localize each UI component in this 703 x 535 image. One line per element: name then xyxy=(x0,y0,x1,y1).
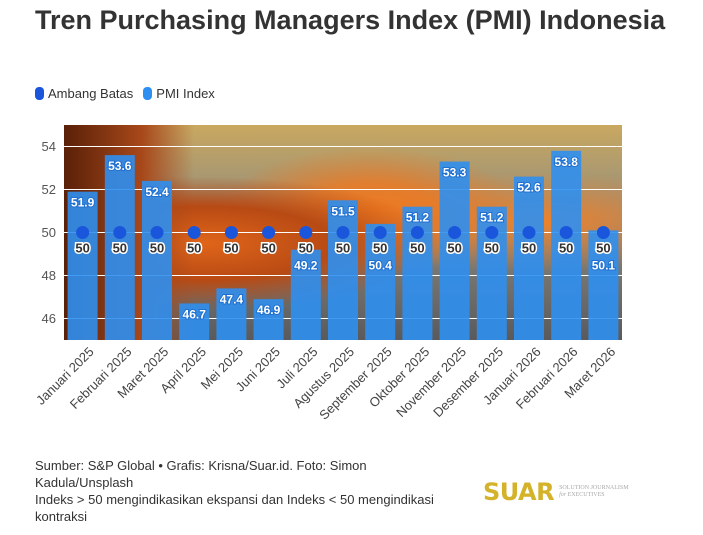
bar-data-label: 53.6 xyxy=(108,159,132,173)
threshold-data-label: 50 xyxy=(75,241,89,256)
legend-label: PMI Index xyxy=(156,86,215,101)
bar-data-label: 49.2 xyxy=(294,259,318,273)
bar xyxy=(514,176,544,340)
bar xyxy=(142,180,172,340)
legend-swatch xyxy=(35,87,44,100)
bar xyxy=(216,288,247,340)
threshold-data-label: 50 xyxy=(261,241,275,256)
bar xyxy=(551,150,582,340)
bar-data-label: 50.1 xyxy=(592,259,616,273)
bar xyxy=(588,230,619,340)
threshold-data-label: 50 xyxy=(410,241,424,256)
bar-data-label: 47.4 xyxy=(220,292,244,306)
threshold-data-label: 50 xyxy=(113,241,127,256)
threshold-point xyxy=(187,226,201,239)
plot-area: 50 51.9 50 53.6 50 52.4 50 46.7 50 47.4 50 46.9 50 49… xyxy=(64,125,622,340)
threshold-point xyxy=(373,226,387,239)
legend-item-ambang[interactable]: Ambang Batas xyxy=(35,86,133,101)
y-tick-label: 48 xyxy=(41,267,56,283)
threshold-point xyxy=(522,226,536,239)
bar-data-label: 46.7 xyxy=(183,307,207,321)
bar xyxy=(67,191,98,340)
threshold-point xyxy=(76,226,90,239)
bar-data-label: 53.8 xyxy=(555,155,579,169)
bar-data-label: 51.2 xyxy=(480,211,504,225)
threshold-point xyxy=(299,226,313,239)
y-tick-label: 46 xyxy=(41,310,56,326)
threshold-data-label: 50 xyxy=(522,241,536,256)
threshold-data-label: 50 xyxy=(559,241,573,256)
legend-label: Ambang Batas xyxy=(48,86,134,101)
bar xyxy=(104,155,135,340)
threshold-point xyxy=(596,226,610,239)
bar xyxy=(439,161,470,340)
threshold-data-label: 50 xyxy=(447,241,461,256)
threshold-point xyxy=(410,226,424,239)
bar-data-label: 53.3 xyxy=(443,166,467,180)
threshold-data-label: 50 xyxy=(224,241,238,256)
chart-title: Tren Purchasing Managers Index (PMI) Ind… xyxy=(35,5,666,35)
bar-data-label: 52.4 xyxy=(145,185,169,199)
suar-logo: SUAR SOLUTION JOURNALISM for EXECUTIVES xyxy=(483,478,629,506)
threshold-data-label: 50 xyxy=(187,241,201,256)
threshold-data-label: 50 xyxy=(485,241,499,256)
footer: Sumber: S&P Global • Grafis: Krisna/Suar… xyxy=(35,457,435,525)
legend: Ambang Batas PMI Index xyxy=(35,86,215,101)
legend-swatch xyxy=(143,87,153,100)
bar xyxy=(179,303,210,340)
bar-data-label: 46.9 xyxy=(257,303,281,317)
threshold-data-label: 50 xyxy=(299,241,313,256)
threshold-data-label: 50 xyxy=(596,241,610,256)
y-tick-label: 52 xyxy=(41,181,56,197)
source-text: Sumber: S&P Global • Grafis: Krisna/Suar… xyxy=(35,458,367,490)
threshold-point xyxy=(150,226,164,239)
threshold-point xyxy=(336,226,350,239)
threshold-point xyxy=(559,226,573,239)
threshold-data-label: 50 xyxy=(373,241,387,256)
bar-data-label: 51.2 xyxy=(406,211,430,225)
bar-data-label: 51.5 xyxy=(331,204,355,218)
bar-data-label: 52.6 xyxy=(517,181,541,195)
threshold-point xyxy=(224,226,238,239)
chart-svg: 50 51.9 50 53.6 50 52.4 50 46.7 50 47.4 50 46.9 50 49… xyxy=(64,146,622,340)
threshold-point xyxy=(448,226,462,239)
bar xyxy=(290,249,321,340)
threshold-data-label: 50 xyxy=(336,241,350,256)
threshold-point xyxy=(262,226,276,239)
note-text: Indeks > 50 mengindikasikan ekspansi dan… xyxy=(35,492,434,524)
bar xyxy=(253,299,284,340)
threshold-data-label: 50 xyxy=(150,241,164,256)
bar-data-label: 51.9 xyxy=(71,196,95,210)
bar xyxy=(328,200,358,340)
bar-data-label: 50.4 xyxy=(369,259,393,273)
threshold-point xyxy=(113,226,127,239)
threshold-point xyxy=(485,226,499,239)
legend-item-pmi[interactable]: PMI Index xyxy=(143,86,215,101)
y-tick-label: 54 xyxy=(41,138,56,154)
bar xyxy=(365,223,396,340)
y-tick-label: 50 xyxy=(41,224,56,240)
